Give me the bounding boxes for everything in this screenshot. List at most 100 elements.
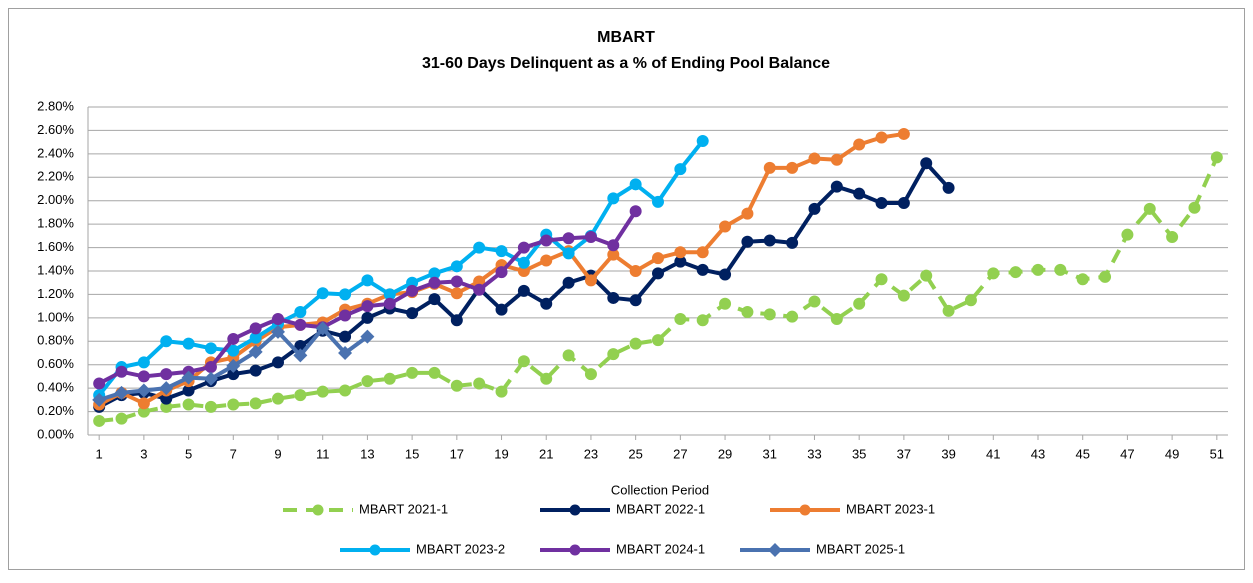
data-point (808, 202, 821, 215)
chart-border (8, 8, 1245, 570)
data-point (406, 307, 419, 320)
data-point (517, 284, 530, 297)
data-point (226, 358, 241, 373)
y-tick-label: 0.20% (37, 403, 74, 418)
data-point (248, 344, 263, 359)
data-point (652, 252, 664, 265)
data-point (428, 276, 441, 289)
data-point (517, 241, 530, 254)
data-point (942, 181, 955, 194)
data-point (181, 370, 196, 385)
x-tick-label: 1 (96, 446, 103, 461)
data-point (1166, 231, 1179, 244)
chart-title: MBART (597, 29, 655, 46)
x-tick-label: 13 (360, 446, 374, 461)
data-point (182, 398, 195, 411)
data-point (562, 276, 575, 289)
data-point (339, 384, 352, 397)
x-tick-label: 51 (1210, 446, 1224, 461)
data-point (763, 161, 776, 174)
data-point (674, 163, 687, 176)
data-point (897, 127, 910, 140)
data-point (540, 372, 553, 385)
legend-label: MBART 2023-2 (416, 541, 505, 556)
data-point (450, 260, 463, 273)
data-point (450, 275, 463, 288)
x-tick-label: 23 (584, 446, 598, 461)
data-point (339, 288, 352, 301)
data-point (1210, 151, 1223, 164)
data-point (540, 234, 553, 247)
data-point (629, 205, 642, 218)
series-line (97, 139, 705, 397)
data-point (629, 337, 642, 350)
data-point (584, 231, 597, 244)
data-point (160, 335, 173, 348)
x-tick-label: 15 (405, 446, 419, 461)
data-point (808, 152, 821, 165)
x-tick-label: 49 (1165, 446, 1179, 461)
data-point (428, 366, 441, 379)
x-tick-label: 43 (1031, 446, 1045, 461)
y-tick-label: 1.80% (37, 216, 74, 231)
data-point (652, 334, 664, 347)
data-point (227, 398, 240, 411)
data-point (607, 192, 620, 205)
data-point (294, 306, 307, 318)
data-point (272, 313, 284, 326)
data-point (987, 267, 1000, 280)
data-point (383, 297, 396, 310)
data-point (875, 197, 888, 210)
data-point (227, 332, 240, 345)
data-point (853, 187, 866, 200)
data-point (830, 313, 843, 326)
legend-label: MBART 2024-1 (616, 541, 705, 556)
data-point (808, 295, 821, 308)
x-tick-label: 21 (539, 446, 553, 461)
data-point (719, 268, 732, 281)
legend-label: MBART 2022-1 (616, 501, 705, 516)
data-point (562, 232, 575, 245)
data-point (473, 377, 486, 390)
y-tick-label: 2.20% (37, 169, 74, 184)
data-point (428, 293, 441, 306)
data-point (607, 239, 620, 252)
y-tick-label: 2.00% (37, 192, 74, 207)
data-point (517, 256, 530, 269)
data-point (339, 330, 352, 343)
x-tick-label: 25 (628, 446, 642, 461)
x-tick-label: 39 (941, 446, 955, 461)
data-point (473, 241, 486, 254)
data-point (182, 337, 195, 350)
x-tick-label: 45 (1075, 446, 1089, 461)
data-point (629, 265, 642, 277)
data-point (204, 342, 217, 355)
data-point (584, 274, 597, 287)
data-point (361, 300, 374, 313)
data-point (964, 294, 977, 307)
x-tick-label: 17 (450, 446, 464, 461)
data-point (450, 379, 463, 392)
data-point (495, 245, 508, 258)
data-point (450, 314, 463, 327)
x-tick-label: 3 (140, 446, 147, 461)
data-point (136, 383, 151, 398)
data-point (674, 246, 687, 259)
data-point (540, 254, 553, 267)
legend-marker (312, 504, 324, 516)
data-point (137, 370, 150, 383)
data-point (315, 321, 330, 336)
data-point (696, 314, 709, 327)
data-point (338, 346, 353, 360)
data-point (227, 344, 240, 357)
chart-subtitle: 31-60 Days Delinquent as a % of Ending P… (422, 55, 830, 72)
y-tick-label: 0.80% (37, 333, 74, 348)
y-tick-label: 1.60% (37, 239, 74, 254)
data-point (361, 311, 374, 324)
data-point (741, 306, 754, 318)
data-point (786, 236, 799, 249)
legend-label: MBART 2023-1 (846, 501, 935, 516)
y-tick-label: 0.40% (37, 380, 74, 395)
legend-marker (369, 544, 381, 556)
